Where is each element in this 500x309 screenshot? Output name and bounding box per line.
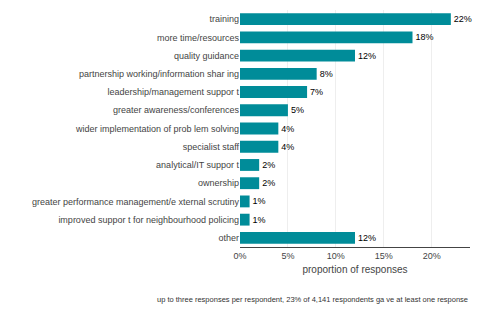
svg-text:specialist staff: specialist staff: [183, 142, 240, 152]
svg-text:greater performance management: greater performance management/e xternal…: [32, 197, 240, 207]
svg-text:10%: 10%: [327, 251, 345, 261]
svg-text:greater awareness/conferences: greater awareness/conferences: [113, 105, 240, 115]
svg-text:8%: 8%: [320, 69, 333, 79]
svg-text:18%: 18%: [416, 32, 434, 42]
svg-text:training: training: [209, 14, 239, 24]
svg-text:proportion of responses: proportion of responses: [302, 264, 407, 275]
svg-text:partnership working/informatio: partnership working/information shar ing: [79, 69, 239, 79]
svg-text:4%: 4%: [281, 142, 294, 152]
svg-text:7%: 7%: [310, 87, 323, 97]
svg-text:1%: 1%: [253, 196, 266, 206]
svg-text:12%: 12%: [358, 51, 376, 61]
svg-text:12%: 12%: [358, 233, 376, 243]
svg-text:5%: 5%: [291, 105, 304, 115]
svg-text:5%: 5%: [281, 251, 294, 261]
svg-text:wider implementation of prob l: wider implementation of prob lem solving: [75, 124, 239, 134]
svg-text:2%: 2%: [262, 178, 275, 188]
svg-text:1%: 1%: [253, 215, 266, 225]
svg-text:up to three responses per resp: up to three responses per respondent, 23…: [157, 295, 468, 304]
svg-text:ownership: ownership: [198, 178, 239, 188]
svg-text:quality guidance: quality guidance: [174, 51, 239, 61]
svg-text:4%: 4%: [281, 124, 294, 134]
svg-text:analytical/IT suppor t: analytical/IT suppor t: [156, 160, 239, 170]
svg-text:improved suppor t for neighbou: improved suppor t for neighbourhood poli…: [58, 215, 239, 225]
svg-text:20%: 20%: [423, 251, 441, 261]
svg-text:15%: 15%: [375, 251, 393, 261]
svg-text:leadership/management suppor t: leadership/management suppor t: [107, 87, 239, 97]
svg-text:2%: 2%: [262, 160, 275, 170]
svg-text:0%: 0%: [233, 251, 246, 261]
svg-text:more time/resources: more time/resources: [157, 33, 240, 43]
svg-text:22%: 22%: [454, 14, 472, 24]
svg-text:other: other: [218, 233, 239, 243]
